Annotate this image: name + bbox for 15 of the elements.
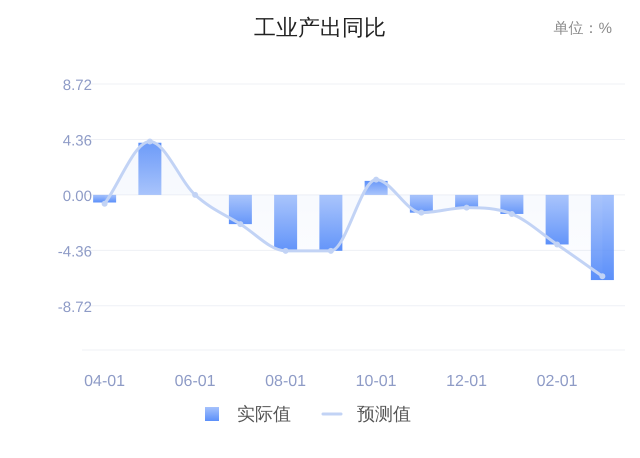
x-tick-label: 06-01 — [174, 373, 216, 390]
y-tick-label: 8.72 — [62, 77, 92, 94]
x-tick-label: 10-01 — [356, 373, 397, 390]
legend-label: 实际值 — [237, 404, 291, 424]
text: 单位：% — [554, 20, 612, 37]
y-tick-label: 0.00 — [62, 188, 92, 205]
x-tick-label: 04-01 — [84, 373, 126, 390]
x-tick-label: 12-01 — [446, 373, 488, 390]
y-tick-label: -4.36 — [58, 243, 92, 260]
y-tick-label: 4.36 — [62, 132, 92, 150]
x-tick-label: 02-01 — [536, 373, 578, 390]
y-tick-label: -8.72 — [58, 298, 92, 316]
legend-label: 预测值 — [357, 404, 411, 424]
chart-title: 工业产出同比 — [254, 15, 386, 40]
x-tick-label: 08-01 — [265, 373, 306, 390]
